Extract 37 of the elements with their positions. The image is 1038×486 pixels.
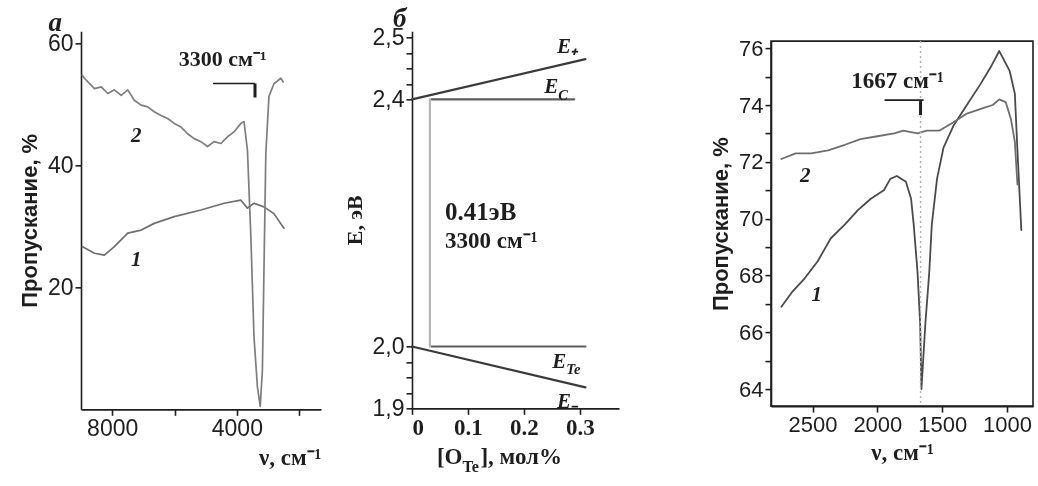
y-axis-title: Пропускание, % — [16, 133, 42, 308]
y-tick-label: 2,0 — [372, 333, 405, 360]
y-tick-label: 66 — [739, 319, 764, 345]
x-tick-label: 0.1 — [454, 414, 483, 440]
y-tick-label: 1,9 — [372, 394, 405, 421]
series-label: 1 — [811, 282, 822, 307]
series-label: 2 — [129, 123, 142, 148]
annotation: 3300 см⁻¹ — [445, 228, 538, 254]
y-tick-label: 2,4 — [372, 85, 405, 112]
y-tick-label: 68 — [739, 262, 764, 288]
y-tick-label: 70 — [739, 206, 764, 232]
annotation: 0.41эВ — [445, 197, 517, 225]
series-label: 1 — [130, 247, 142, 272]
x-tick-label: 0.3 — [565, 414, 595, 440]
y-tick-label: 76 — [739, 35, 764, 61]
series-label: E₊ — [555, 34, 579, 59]
y-tick-label: 74 — [739, 92, 764, 118]
y-axis-title: Пропускание, % — [708, 137, 734, 312]
y-tick-label: 72 — [739, 149, 764, 175]
x-axis-title: ν, см⁻¹ — [257, 444, 322, 470]
x-tick-label: 0 — [412, 414, 424, 440]
y-tick-label: 40 — [47, 151, 74, 178]
y-tick-label: 64 — [739, 376, 764, 402]
x-tick-label: 2500 — [788, 411, 838, 437]
x-tick-label: 8000 — [87, 414, 139, 441]
x-tick-label: 1500 — [918, 411, 968, 437]
ref-line-label: 1667 см⁻¹ — [851, 68, 944, 94]
x-axis-title: ν, см⁻¹ — [870, 439, 934, 465]
x-tick-label: 2000 — [853, 411, 903, 437]
annotation: 3300 см⁻¹ — [178, 46, 267, 72]
series-label: 2 — [798, 163, 811, 188]
x-tick-label: 0.2 — [510, 414, 539, 440]
y-tick-label: 20 — [47, 273, 74, 300]
y-axis-title: E, эВ — [341, 195, 367, 246]
x-tick-label: 1000 — [983, 411, 1033, 437]
x-tick-label: 4000 — [211, 414, 263, 441]
series-label: E₋ — [555, 389, 579, 414]
